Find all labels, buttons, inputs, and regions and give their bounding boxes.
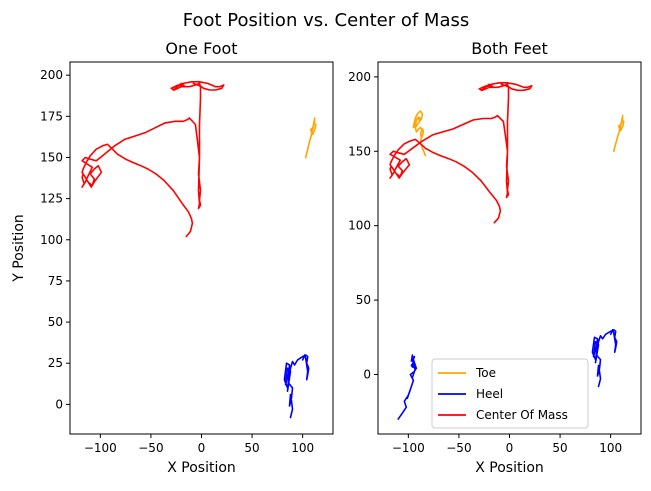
- y-axis-label: Y Position: [11, 214, 27, 283]
- legend-box: [431, 358, 589, 429]
- series-line-heel: [397, 354, 418, 420]
- x-tick-label: 100: [599, 441, 622, 455]
- series-line-trace-2: [283, 354, 310, 419]
- y-tick-label: 125: [40, 192, 63, 206]
- y-tick-label: 75: [48, 274, 63, 288]
- series-line-center-of-mass: [389, 82, 533, 224]
- legend-label: Toe: [475, 366, 496, 380]
- x-axis-label: X Position: [167, 460, 236, 476]
- y-tick-label: 50: [356, 293, 371, 307]
- x-tick-label: 100: [291, 441, 314, 455]
- x-tick-label: −100: [392, 441, 425, 455]
- series-group: [81, 81, 317, 419]
- series-line-trace-1: [304, 117, 317, 159]
- y-tick-label: 25: [48, 356, 63, 370]
- y-tick-label: 150: [40, 150, 63, 164]
- x-tick-label: −50: [446, 441, 471, 455]
- y-tick-label: 100: [348, 219, 371, 233]
- series-line-trace-3: [81, 81, 225, 238]
- y-tick-label: 150: [348, 144, 371, 158]
- x-tick-label: −100: [84, 441, 117, 455]
- legend-label: Heel: [476, 387, 503, 401]
- x-tick-label: −50: [138, 441, 163, 455]
- y-tick-label: 175: [40, 109, 63, 123]
- legend-label: Center Of Mass: [476, 408, 568, 422]
- series-line-heel: [591, 328, 618, 388]
- panel-2: Both Feet −100 −50 0 50 100 0 50 100 150 200 X Posi…: [348, 39, 642, 476]
- x-tick-label: 0: [506, 441, 514, 455]
- series-line-toe: [612, 114, 625, 153]
- x-axis-label: X Position: [475, 460, 544, 476]
- panel-title: One Foot: [165, 39, 237, 58]
- y-tick-label: 200: [40, 68, 63, 82]
- series-group: [389, 82, 625, 420]
- x-tick-label: 50: [244, 441, 259, 455]
- legend: Toe Heel Center Of Mass: [431, 358, 589, 429]
- y-tick-label: 100: [40, 233, 63, 247]
- x-tick-label: 0: [198, 441, 206, 455]
- series-line-toe: [412, 110, 427, 157]
- y-tick-label: 0: [55, 397, 63, 411]
- panels: One Foot −100 −50 0 50 100 0 25 50 75 100 125 150 175…: [11, 39, 642, 476]
- y-tick-label: 0: [363, 367, 371, 381]
- figure-title: Foot Position vs. Center of Mass: [183, 10, 470, 31]
- axes-frame: [69, 61, 334, 435]
- y-tick-label: 50: [48, 315, 63, 329]
- y-tick-label: 200: [348, 70, 371, 84]
- x-tick-label: 50: [552, 441, 567, 455]
- panel-title: Both Feet: [471, 39, 548, 58]
- panel-1: One Foot −100 −50 0 50 100 0 25 50 75 100 125 150 175…: [11, 39, 334, 476]
